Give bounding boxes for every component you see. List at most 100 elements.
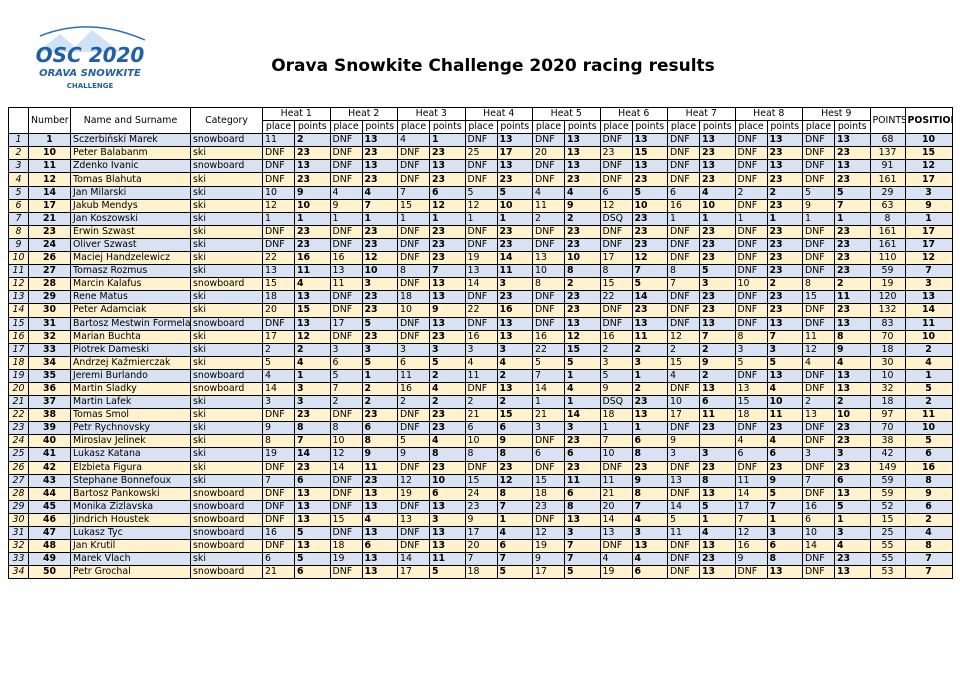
table-cell: snowboard: [190, 512, 263, 528]
table-cell: 13: [361, 499, 398, 514]
table-cell: 21: [262, 565, 295, 580]
heat-header: Heat 1: [262, 106, 331, 122]
table-cell: 10: [8, 251, 29, 266]
table-cell: Maciej Handzelewicz: [70, 251, 191, 266]
table-cell: 11: [734, 473, 768, 488]
table-cell: 18: [397, 290, 430, 305]
table-cell: DNF: [329, 237, 363, 253]
table-cell: DNF: [599, 316, 633, 331]
table-cell: 13: [631, 133, 668, 148]
table-cell: DNF: [599, 237, 633, 253]
table-cell: 5: [361, 355, 398, 370]
table-cell: 17: [599, 251, 633, 266]
table-cell: 6: [904, 447, 953, 462]
table-cell: 13: [699, 316, 736, 331]
table-cell: 6: [734, 447, 768, 462]
logo-tagline: CHALLENGE: [67, 82, 114, 90]
table-cell: 7: [329, 381, 363, 397]
table-cell: 18: [8, 355, 29, 370]
table-cell: DNF: [262, 224, 295, 239]
table-cell: 43: [28, 473, 71, 488]
table-cell: 4: [734, 434, 768, 449]
table-cell: 52: [869, 499, 906, 514]
table-cell: 8: [496, 486, 533, 501]
table-cell: 23: [361, 329, 398, 344]
table-cell: 4: [294, 277, 331, 292]
table-cell: 4: [262, 368, 295, 383]
table-cell: 2: [599, 342, 633, 357]
table-cell: 23: [766, 224, 803, 239]
table-cell: 6: [294, 473, 331, 488]
table-cell: DNF: [329, 172, 363, 187]
table-cell: 38: [869, 434, 906, 449]
table-cell: DNF: [262, 408, 295, 423]
table-cell: 59: [869, 473, 906, 488]
table-cell: 23: [834, 146, 871, 161]
table-cell: 50: [28, 565, 71, 580]
table-cell: 4: [496, 355, 533, 370]
sub-header: points: [834, 120, 871, 135]
table-cell: 2: [429, 368, 466, 383]
table-cell: DNF: [802, 303, 835, 318]
table-cell: 14: [532, 381, 565, 397]
table-cell: DNF: [667, 460, 700, 475]
table-cell: 13: [699, 159, 736, 174]
table-cell: DNF: [329, 224, 363, 239]
table-cell: snowboard: [190, 159, 263, 174]
table-cell: DNF: [262, 159, 295, 174]
table-cell: 1: [361, 368, 398, 383]
table-cell: 14: [397, 552, 430, 567]
table-cell: snowboard: [190, 368, 263, 383]
table-cell: DNF: [667, 539, 700, 554]
table-cell: 7: [631, 499, 668, 514]
table-cell: 5: [802, 185, 835, 200]
table-cell: 2: [667, 342, 700, 357]
table-cell: DNF: [734, 237, 768, 253]
table-cell: Peter Adamciak: [70, 303, 191, 318]
table-cell: 8: [329, 421, 363, 436]
table-cell: 9: [766, 473, 803, 488]
table-cell: 5: [294, 552, 331, 567]
table-cell: 10: [599, 447, 633, 462]
table-cell: DNF: [262, 237, 295, 253]
table-cell: DNF: [329, 290, 363, 305]
table-cell: 10: [532, 264, 565, 279]
table-cell: 132: [869, 303, 906, 318]
table-cell: 161: [869, 237, 906, 253]
table-cell: 23: [294, 224, 331, 239]
table-cell: DNF: [667, 133, 700, 148]
table-cell: 16: [8, 329, 29, 344]
result-row: 3 11 Zdenko Ivanic snowboard DNF 13 DNF 13 DNF 13…: [8, 159, 953, 174]
table-cell: ski: [190, 342, 263, 357]
result-row: 9 24 Oliver Szwast ski DNF 23 DNF 23 DNF 23 DNF 23 D…: [8, 237, 953, 253]
result-row: 28 44 Bartosz Pankowski snowboard DNF 13 DNF 13…: [8, 486, 953, 501]
result-row: 30 46 Jindrich Houstek snowboard DNF 13 15 4 13 3…: [8, 512, 953, 528]
table-cell: 1: [294, 368, 331, 383]
table-cell: 14: [28, 185, 71, 200]
table-cell: 11: [397, 368, 430, 383]
table-cell: 5: [496, 185, 533, 200]
table-cell: 19: [262, 447, 295, 462]
table-cell: 13: [429, 290, 466, 305]
table-cell: 32: [869, 381, 906, 397]
table-cell: 3: [361, 342, 398, 357]
table-cell: 15: [8, 316, 29, 331]
table-cell: DNF: [802, 381, 835, 397]
table-cell: 7: [766, 499, 803, 514]
table-cell: 37: [28, 395, 71, 410]
table-cell: DNF: [329, 146, 363, 161]
table-cell: 5: [8, 185, 29, 200]
table-cell: 1: [429, 211, 466, 226]
table-cell: 1: [496, 211, 533, 226]
table-cell: 4: [904, 525, 953, 541]
table-cell: 8: [464, 447, 498, 462]
table-cell: 1: [904, 211, 953, 226]
table-cell: 23: [532, 499, 565, 514]
table-cell: DNF: [734, 172, 768, 187]
table-cell: 2: [464, 395, 498, 410]
table-cell: 2: [904, 395, 953, 410]
table-cell: 20: [464, 539, 498, 554]
table-cell: 12: [904, 251, 953, 266]
table-cell: 13: [766, 316, 803, 331]
table-cell: 23: [429, 460, 466, 475]
